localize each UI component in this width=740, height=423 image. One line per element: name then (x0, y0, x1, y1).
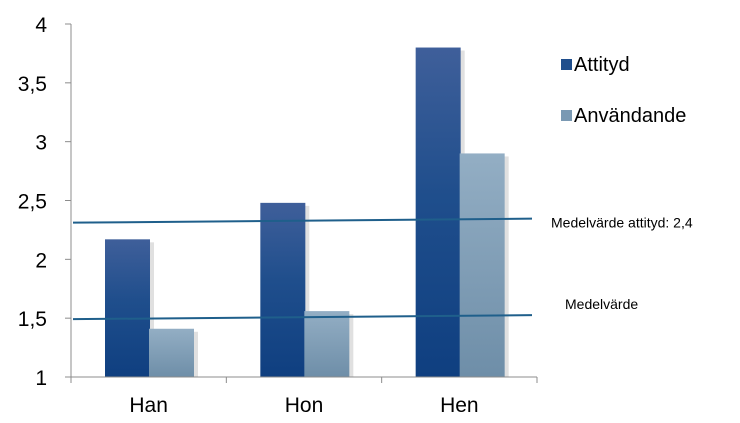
bar-attityd-hon (260, 202, 306, 377)
bar-användande-hon (304, 311, 350, 377)
x-tick-label: Hon (285, 394, 324, 417)
x-tick-label: Hen (440, 394, 479, 417)
bar-attityd-hen (415, 47, 461, 378)
y-tick-label: 1 (35, 367, 47, 390)
y-tick-label: 2 (35, 249, 47, 272)
reference-line-label: Medelvärde attityd: 2,4 (551, 215, 693, 231)
y-tick-label: 3,5 (18, 73, 47, 96)
x-tick-label: Han (129, 394, 168, 417)
y-tick-label: 1,5 (18, 308, 47, 331)
reference-line (72, 314, 533, 321)
legend-swatch (561, 110, 572, 121)
y-tick-label: 2,5 (18, 191, 47, 214)
legend-label: Användande (574, 105, 686, 127)
bar-användande-han (149, 328, 194, 377)
y-tick-label: 3 (35, 132, 47, 155)
legend-swatch (561, 59, 572, 70)
y-tick-label: 4 (35, 14, 47, 37)
bar-användande-hen (459, 153, 505, 377)
reference-line (72, 217, 533, 224)
reference-line-label: Medelvärde (565, 296, 638, 312)
legend-label: Attityd (574, 54, 630, 76)
bar-attityd-han (105, 239, 150, 377)
